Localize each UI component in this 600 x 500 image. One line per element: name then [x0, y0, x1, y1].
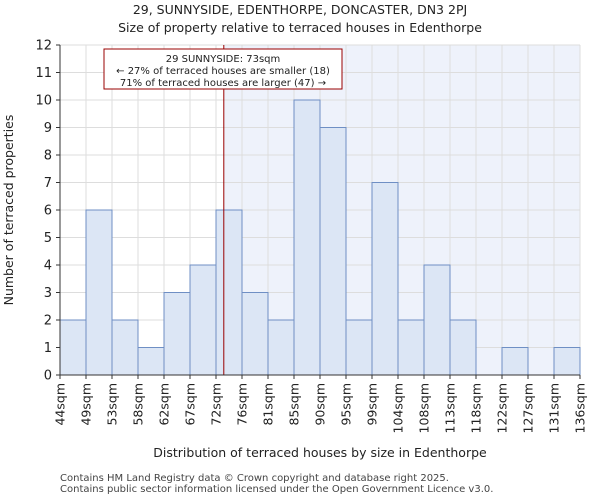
histogram-bar [423, 264, 451, 376]
histogram-bar [319, 127, 347, 376]
histogram-bar [267, 319, 295, 376]
annotation-box: 29 SUNNYSIDE: 73sqm ← 27% of terraced ho… [103, 48, 343, 90]
x-tick-label: 90sqm [313, 383, 328, 426]
x-tick-label: 67sqm [183, 383, 198, 426]
x-tick-label: 99sqm [365, 383, 380, 426]
y-tick-label: 5 [44, 231, 52, 246]
annotation-line-2: ← 27% of terraced houses are smaller (18… [116, 66, 330, 77]
y-tick-label: 11 [35, 66, 52, 81]
x-tick-label: 108sqm [417, 383, 432, 433]
histogram-bar [189, 264, 217, 376]
histogram-bar [449, 319, 477, 376]
x-tick-label: 131sqm [547, 383, 562, 433]
y-tick-label: 10 [35, 94, 52, 109]
y-tick-label: 3 [44, 286, 52, 301]
histogram-bar [163, 292, 191, 376]
x-tick-label: 127sqm [521, 383, 536, 433]
histogram-bar [501, 347, 529, 376]
y-axis-label: Number of terraced properties [1, 115, 16, 306]
x-tick-label: 136sqm [573, 383, 588, 433]
x-tick-label: 62sqm [157, 383, 172, 426]
x-tick-label: 85sqm [287, 383, 302, 426]
y-tick-label: 7 [44, 176, 52, 191]
footer-line-1: Contains HM Land Registry data © Crown c… [60, 473, 449, 484]
x-tick-label: 122sqm [495, 383, 510, 433]
x-tick-label: 76sqm [235, 383, 250, 426]
y-tick-label: 9 [44, 121, 52, 136]
x-tick-label: 118sqm [469, 383, 484, 433]
histogram-bar [293, 99, 321, 376]
histogram-bar [241, 292, 269, 376]
annotation-line-1: 29 SUNNYSIDE: 73sqm [166, 54, 281, 65]
y-tick-label: 0 [44, 369, 52, 384]
x-tick-label: 81sqm [261, 383, 276, 426]
y-tick-label: 6 [44, 204, 52, 219]
histogram-bar [137, 347, 165, 376]
x-tick-label: 104sqm [391, 383, 406, 433]
y-tick-label: 4 [44, 259, 52, 274]
footer-line-2: Contains public sector information licen… [60, 484, 494, 495]
histogram-bar [215, 209, 243, 376]
x-tick-label: 58sqm [131, 383, 146, 426]
annotation-border [103, 48, 343, 90]
annotation-line-3: 71% of terraced houses are larger (47) → [120, 78, 326, 89]
chart-subtitle: Size of property relative to terraced ho… [118, 20, 482, 35]
histogram-bar [397, 319, 425, 376]
chart-title: 29, SUNNYSIDE, EDENTHORPE, DONCASTER, DN… [132, 2, 468, 17]
x-tick-label: 95sqm [339, 383, 354, 426]
x-tick-label: 113sqm [443, 383, 458, 433]
x-tick-label: 49sqm [79, 383, 94, 426]
x-tick-label: 53sqm [105, 383, 120, 426]
histogram-bar [345, 319, 373, 376]
histogram-bar [59, 319, 87, 376]
x-tick-label: 44sqm [53, 383, 68, 426]
y-tick-label: 1 [44, 341, 52, 356]
histogram-bar [371, 182, 399, 376]
y-tick-label: 12 [35, 39, 52, 54]
histogram-bar [553, 347, 581, 376]
x-tick-label: 72sqm [209, 383, 224, 426]
histogram-bar [111, 319, 139, 376]
y-tick-label: 8 [44, 149, 52, 164]
y-tick-label: 2 [44, 314, 52, 329]
x-axis-label: Distribution of terraced houses by size … [153, 445, 487, 460]
histogram-bar [85, 209, 113, 376]
